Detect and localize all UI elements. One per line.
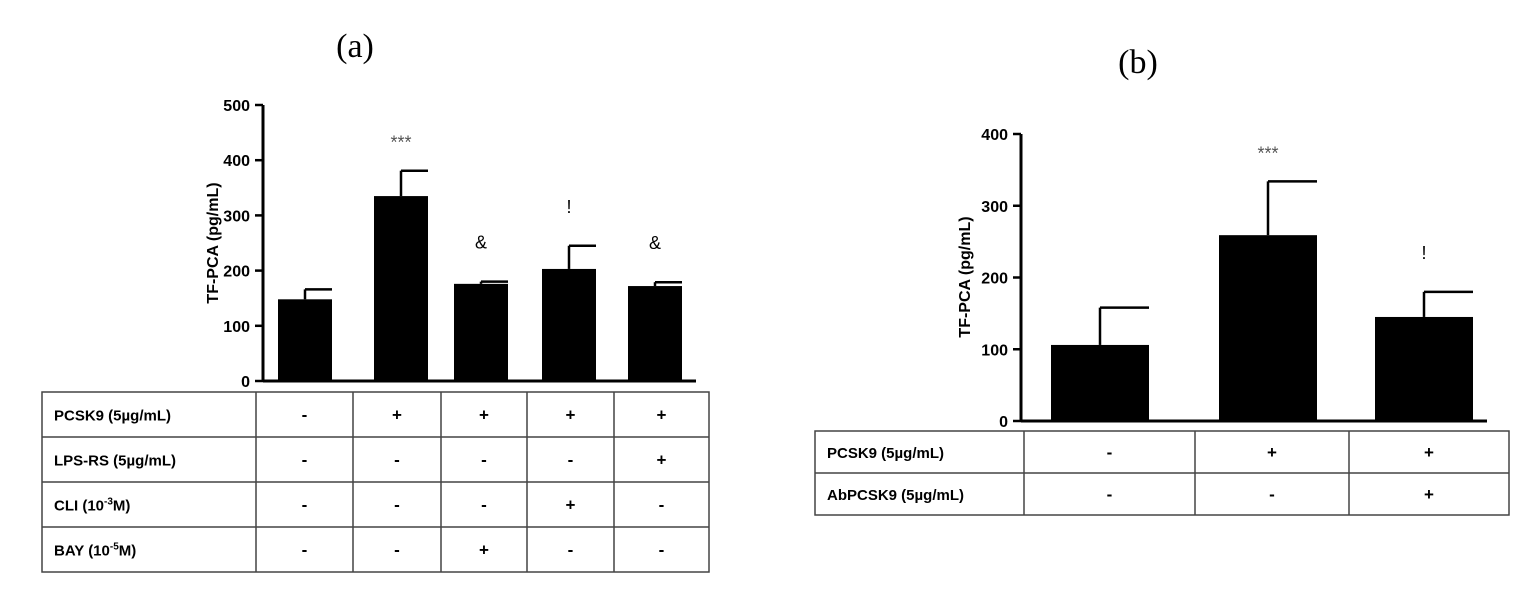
panel-a-bar-1 <box>278 299 332 381</box>
panel-a-row-label-1: PCSK9 (5µg/mL) <box>54 408 171 425</box>
panel-a-y-tick-label: 100 <box>223 319 250 336</box>
panel-a-y-tick-label: 300 <box>223 208 250 225</box>
panel-a-cell-r2-c4: - <box>568 451 574 470</box>
panel-b-cell-r2-c2: - <box>1269 485 1275 504</box>
panel-a-cell-r3-c2: - <box>394 496 400 515</box>
panel-b: (b) TF-PCA (pg/mL) 0 100 200 300 400 ***! PC… <box>814 44 1510 516</box>
panel-a-cell-r3-c4: + <box>566 496 576 515</box>
panel-b-cell-r2-c1: - <box>1107 485 1113 504</box>
panel-b-bar-3 <box>1375 316 1473 421</box>
panel-a-y-tick-label: 400 <box>223 153 250 170</box>
panel-b-cell-r2-c3: + <box>1424 485 1434 504</box>
panel-b-bar-1 <box>1051 344 1149 421</box>
panel-b-y-tick-label: 200 <box>981 271 1008 288</box>
panel-a-cell-r3-c3: - <box>481 496 487 515</box>
panel-a-row-label-2: LPS-RS (5µg/mL) <box>54 453 176 470</box>
panel-b-significance-3: ! <box>1421 243 1426 263</box>
panel-a-y-tick-label: 0 <box>241 374 250 391</box>
panel-a-significance-3: & <box>475 233 487 253</box>
panel-a-cell-r4-c1: - <box>302 541 308 560</box>
panel-a-cell-r2-c1: - <box>302 451 308 470</box>
panel-a-row-label-3: CLI (10-3M) <box>54 497 130 515</box>
panel-a-cell-r4-c2: - <box>394 541 400 560</box>
panel-b-bars: ***! <box>1051 143 1473 421</box>
panel-a-y-tick-label: 500 <box>223 98 250 115</box>
panel-a-significance-2: *** <box>390 133 411 153</box>
panel-a-bar-5 <box>628 286 682 381</box>
panel-a-bar-4 <box>542 268 596 381</box>
panel-a-axes: 0 100 200 300 400 500 <box>223 98 696 391</box>
panel-a-cell-r4-c5: - <box>659 541 665 560</box>
panel-b-bar-2 <box>1219 235 1317 421</box>
panel-a-cell-r3-c5: - <box>659 496 665 515</box>
panel-a: (a) TF-PCA (pg/mL) 0 100 200 300 400 500 *** &… <box>41 28 710 573</box>
panel-b-y-tick-label: 300 <box>981 199 1008 216</box>
panel-b-significance-2: *** <box>1257 143 1278 163</box>
panel-b-cell-r1-c3: + <box>1424 443 1434 462</box>
panel-b-row-label-2: AbPCSK9 (5µg/mL) <box>827 487 964 504</box>
panel-b-y-tick-label: 0 <box>999 414 1008 431</box>
panel-a-y-axis-label: TF-PCA (pg/mL) <box>205 182 222 303</box>
panel-a-cell-r1-c1: - <box>302 406 308 425</box>
panel-a-bars: *** &! & <box>278 133 682 381</box>
panel-a-significance-4: ! <box>566 197 571 217</box>
panel-b-y-axis-label: TF-PCA (pg/mL) <box>957 216 974 337</box>
panel-b-y-tick-label: 400 <box>981 127 1008 144</box>
panel-a-bar-3 <box>454 283 508 381</box>
panel-a-cell-r1-c3: + <box>479 406 489 425</box>
panel-a-row-label-4: BAY (10-5M) <box>54 542 136 560</box>
panel-a-significance-5: & <box>649 233 661 253</box>
panel-a-cell-r1-c2: + <box>392 406 402 425</box>
panel-b-label: (b) <box>1118 44 1158 81</box>
panel-a-cell-r4-c3: + <box>479 541 489 560</box>
panel-a-cell-r2-c2: - <box>394 451 400 470</box>
panel-a-cell-r4-c4: - <box>568 541 574 560</box>
panel-a-condition-table: PCSK9 (5µg/mL) - + + + + LPS-RS (5µg/mL) - - - - + C… <box>41 391 710 573</box>
panel-a-cell-r1-c5: + <box>657 406 667 425</box>
panel-a-label: (a) <box>336 28 374 65</box>
panel-a-y-tick-label: 200 <box>223 264 250 281</box>
panel-b-cell-r1-c2: + <box>1267 443 1277 462</box>
panel-a-bar-2 <box>374 196 428 381</box>
panel-a-cell-r3-c1: - <box>302 496 308 515</box>
panel-b-cell-r1-c1: - <box>1107 443 1113 462</box>
panel-a-cell-r2-c5: + <box>657 451 667 470</box>
panel-b-y-tick-label: 100 <box>981 342 1008 359</box>
panel-a-cell-r1-c4: + <box>566 406 576 425</box>
panel-b-condition-table: PCSK9 (5µg/mL) - + + AbPCSK9 (5µg/mL) - - + <box>814 430 1510 516</box>
panel-b-row-label-1: PCSK9 (5µg/mL) <box>827 445 944 462</box>
panel-a-cell-r2-c3: - <box>481 451 487 470</box>
